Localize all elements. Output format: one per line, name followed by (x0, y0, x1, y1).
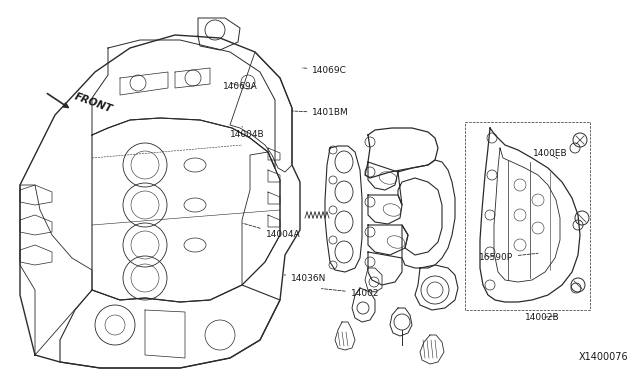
Text: 14069C: 14069C (302, 65, 347, 74)
Text: 14004B: 14004B (230, 126, 265, 139)
Text: 14004A: 14004A (243, 223, 300, 239)
Text: 14036N: 14036N (284, 274, 326, 283)
Text: 14002: 14002 (321, 289, 380, 298)
Text: 14069A: 14069A (223, 81, 257, 90)
Text: FRONT: FRONT (73, 91, 114, 114)
Text: X1400076: X1400076 (579, 352, 628, 362)
Text: 14002B: 14002B (525, 313, 559, 322)
Text: 16590P: 16590P (479, 253, 538, 262)
Text: 1401BM: 1401BM (292, 108, 349, 117)
Text: 1400EB: 1400EB (532, 149, 567, 158)
